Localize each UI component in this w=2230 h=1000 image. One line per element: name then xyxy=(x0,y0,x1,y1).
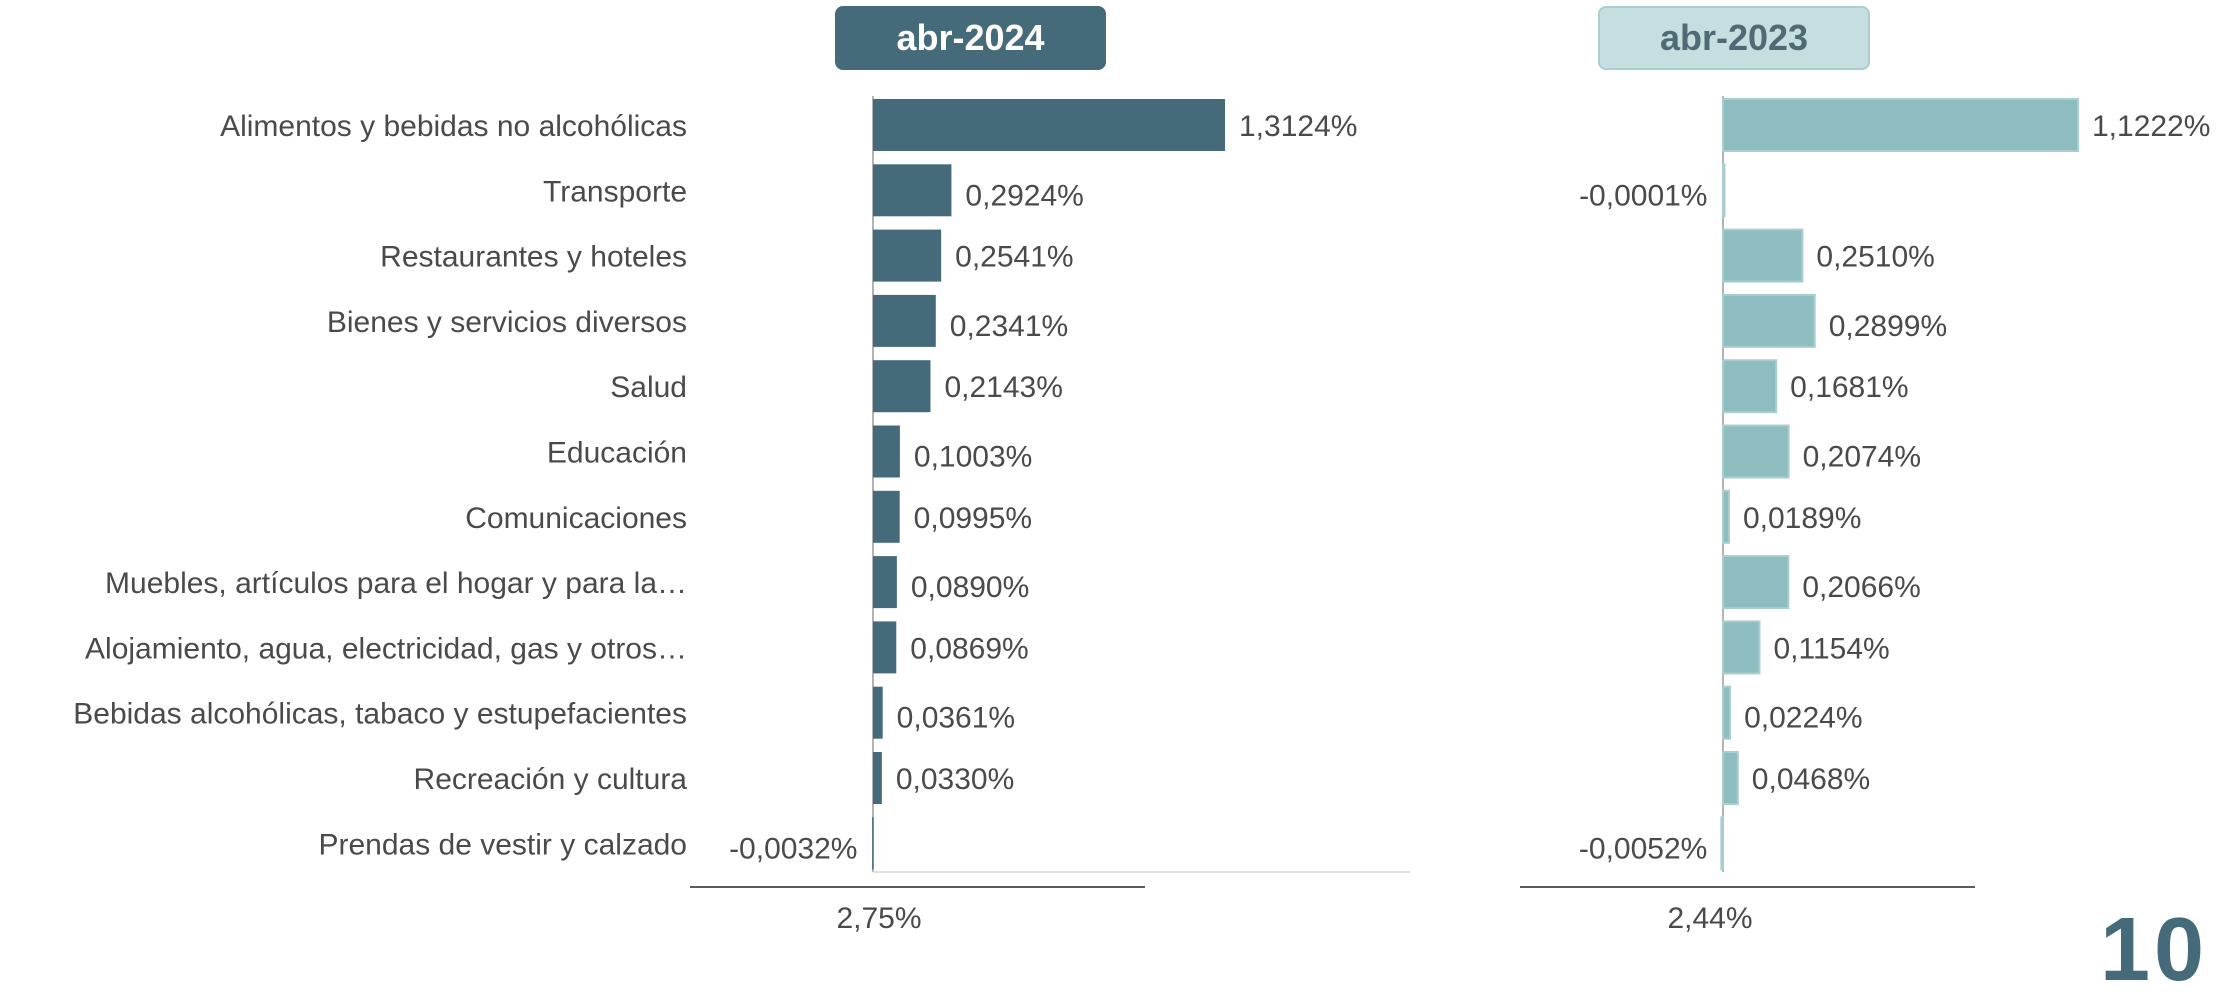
bar xyxy=(1722,98,2079,152)
bar xyxy=(873,490,900,543)
bar xyxy=(1722,751,1739,805)
bar xyxy=(1721,163,1726,218)
period-badge-2024: abr-2024 xyxy=(835,6,1106,70)
data-label: 0,2510% xyxy=(1816,241,1934,274)
bar xyxy=(873,556,897,609)
bar xyxy=(873,752,882,804)
period-badge-2023: abr-2023 xyxy=(1598,6,1870,70)
bar xyxy=(873,686,883,739)
bar xyxy=(1722,424,1790,479)
bar xyxy=(873,229,942,282)
bar xyxy=(873,425,900,478)
bar-charts: Alimentos y bebidas no alcohólicas Transp… xyxy=(73,96,2210,873)
category-label: Comunicaciones xyxy=(465,502,687,535)
data-label: 1,1222% xyxy=(2092,110,2210,143)
data-label: 0,0330% xyxy=(896,763,1014,796)
category-label: Alimentos y bebidas no alcohólicas xyxy=(220,110,687,143)
category-label: Recreación y cultura xyxy=(414,763,688,796)
bar xyxy=(872,817,874,870)
bar xyxy=(1722,620,1761,675)
category-label: Salud xyxy=(610,371,687,404)
total-label-2023: 2,44% xyxy=(1667,902,1753,935)
data-label: -0,0052% xyxy=(1579,832,1707,865)
bar xyxy=(1722,228,1804,283)
data-label: 0,2143% xyxy=(944,371,1062,404)
total-rule-2023 xyxy=(1520,886,1975,888)
data-label: 0,2341% xyxy=(950,310,1068,343)
category-label: Bienes y servicios diversos xyxy=(327,306,687,339)
bar xyxy=(1722,555,1790,610)
category-label: Muebles, artículos para el hogar y para … xyxy=(105,567,687,600)
data-label: 0,2924% xyxy=(965,179,1083,212)
bar xyxy=(1720,816,1724,871)
data-label: 0,2074% xyxy=(1803,441,1921,474)
bar xyxy=(873,99,1225,151)
page-number: 10 xyxy=(2100,900,2209,1000)
data-label: 0,0361% xyxy=(897,702,1015,735)
category-label: Bebidas alcohólicas, tabaco y estupefaci… xyxy=(73,698,687,731)
data-label: 0,2541% xyxy=(955,241,1073,274)
category-label: Alojamiento, agua, electricidad, gas y o… xyxy=(85,632,687,665)
bar xyxy=(1722,685,1732,740)
data-label: -0,0032% xyxy=(729,832,857,865)
chart-slide: abr-2024 abr-2023 Alimentos y bebidas no… xyxy=(73,6,2210,995)
bar xyxy=(873,621,897,674)
category-label: Educación xyxy=(547,437,687,470)
category-label: Transporte xyxy=(543,175,687,208)
data-label: 0,0468% xyxy=(1752,763,1870,796)
data-label: 0,0189% xyxy=(1743,502,1861,535)
data-label: 0,1003% xyxy=(914,441,1032,474)
data-label: 0,0890% xyxy=(911,571,1029,604)
bar xyxy=(873,294,936,347)
bar xyxy=(1722,293,1816,348)
category-label: Prendas de vestir y calzado xyxy=(318,828,687,861)
bar xyxy=(873,164,952,217)
total-label-2024: 2,75% xyxy=(836,902,922,935)
bar xyxy=(873,360,931,413)
data-label: 0,2066% xyxy=(1802,571,1920,604)
data-label: -0,0001% xyxy=(1579,179,1707,212)
data-label: 0,0224% xyxy=(1744,702,1862,735)
category-label: Restaurantes y hoteles xyxy=(380,241,687,274)
data-label: 0,1154% xyxy=(1774,632,1890,665)
bar xyxy=(1722,489,1730,544)
data-label: 0,1681% xyxy=(1790,371,1908,404)
data-label: 0,0995% xyxy=(914,502,1032,535)
total-rule-2024 xyxy=(690,886,1145,888)
bar xyxy=(1722,359,1778,414)
data-label: 0,2899% xyxy=(1829,310,1947,343)
data-label: 0,0869% xyxy=(910,632,1028,665)
data-label: 1,3124% xyxy=(1239,110,1357,143)
